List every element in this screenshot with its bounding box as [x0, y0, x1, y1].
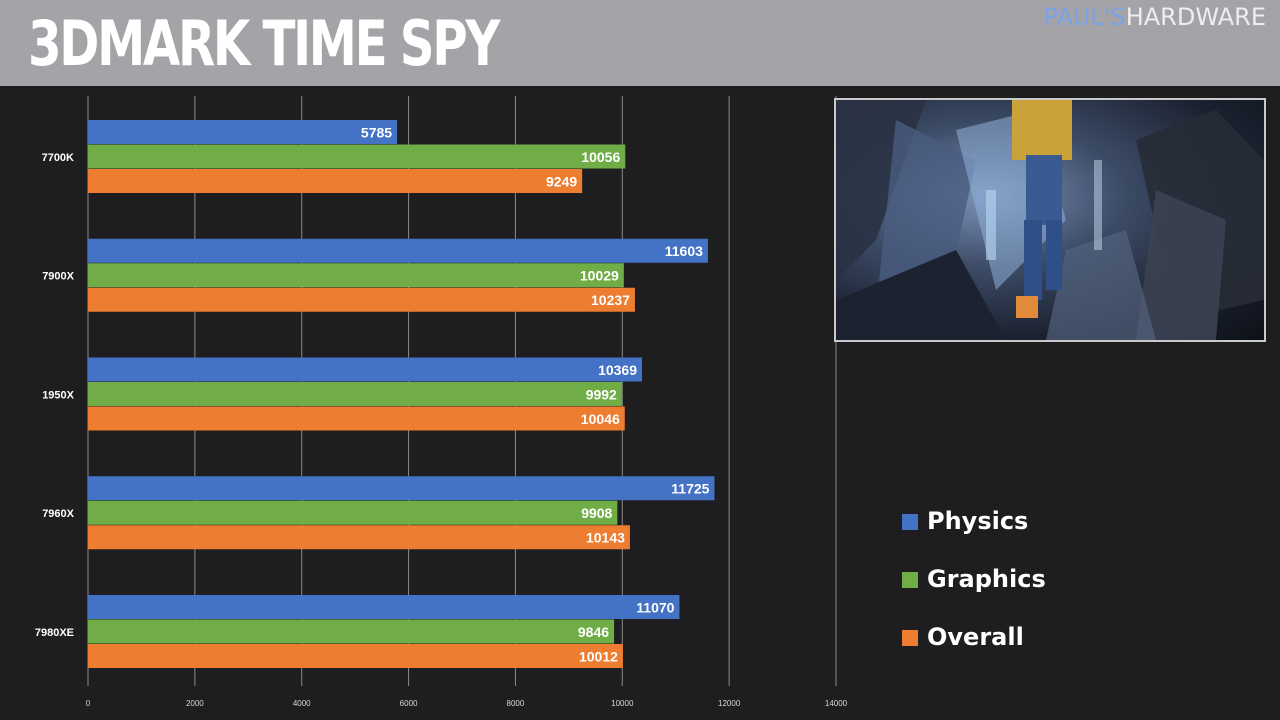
data-label: 9846: [578, 624, 609, 640]
x-tick-label: 6000: [400, 699, 418, 708]
x-tick-label: 2000: [186, 699, 204, 708]
data-label: 10369: [598, 362, 637, 378]
data-label: 5785: [361, 124, 392, 140]
data-label: 10046: [581, 411, 620, 427]
x-tick-label: 4000: [293, 699, 311, 708]
data-label: 10029: [580, 268, 619, 284]
brand-part1: PAUL'S: [1043, 3, 1126, 31]
bar-physics-7700k: [88, 120, 398, 144]
bar-overall-7700k: [88, 169, 583, 193]
data-label: 11725: [671, 481, 709, 497]
bar-overall-7980xe: [88, 644, 623, 668]
legend-label-overall: Overall: [927, 623, 1024, 651]
brand-part2: HARDWARE: [1125, 3, 1266, 31]
data-label: 9908: [581, 505, 612, 521]
bar-physics-1950x: [88, 357, 643, 382]
bar-overall-7900x: [88, 287, 635, 312]
bar-overall-7960x: [88, 525, 630, 550]
data-label: 9249: [546, 173, 577, 189]
bar-physics-7900x: [88, 238, 708, 263]
legend-swatch-graphics: [902, 572, 918, 588]
bar-graphics-7980xe: [88, 619, 615, 644]
data-label: 10143: [586, 530, 625, 546]
bar-graphics-1950x: [88, 382, 622, 406]
page-title: 3DMARK TIME SPY: [28, 7, 500, 80]
x-tick-label: 14000: [825, 699, 848, 708]
tick-labels: 0 2000 4000 6000 8000 10000 12000 14000: [86, 699, 848, 708]
legend-label-graphics: Graphics: [927, 565, 1046, 593]
data-label: 11070: [636, 599, 674, 615]
x-tick-label: 10000: [611, 699, 634, 708]
data-label: 10237: [591, 292, 630, 308]
header-bar: 3DMARK TIME SPY PAUL'SHARDWARE: [0, 0, 1280, 86]
data-label: 11603: [665, 243, 703, 259]
game-screenshot-image: [834, 98, 1266, 342]
legend-swatch-physics: [902, 514, 918, 530]
legend-swatch-overall: [902, 630, 918, 646]
x-tick-label: 12000: [718, 699, 741, 708]
legend-label-physics: Physics: [927, 507, 1029, 535]
category-label: 1950X: [42, 389, 74, 401]
bar-graphics-7700k: [88, 144, 626, 169]
bars: [88, 120, 715, 668]
data-label: 10012: [579, 648, 618, 664]
bar-overall-1950x: [88, 406, 625, 431]
brand-logo: PAUL'SHARDWARE: [1044, 4, 1266, 30]
x-tick-label: 8000: [507, 699, 525, 708]
bar-physics-7960x: [88, 476, 715, 501]
data-label: 10056: [581, 149, 620, 165]
bar-graphics-7960x: [88, 500, 618, 525]
category-label: 7980XE: [35, 627, 74, 639]
category-label: 7900X: [42, 271, 74, 283]
game-scene: [836, 100, 1264, 340]
x-tick-label: 0: [86, 699, 91, 708]
category-labels: 7700K 7900X 1950X 7960X 7980XE: [35, 152, 75, 639]
data-label: 9992: [586, 386, 617, 402]
category-label: 7960X: [42, 508, 74, 520]
category-label: 7700K: [42, 152, 74, 164]
bar-physics-7980xe: [88, 595, 680, 619]
bar-graphics-7900x: [88, 263, 624, 288]
